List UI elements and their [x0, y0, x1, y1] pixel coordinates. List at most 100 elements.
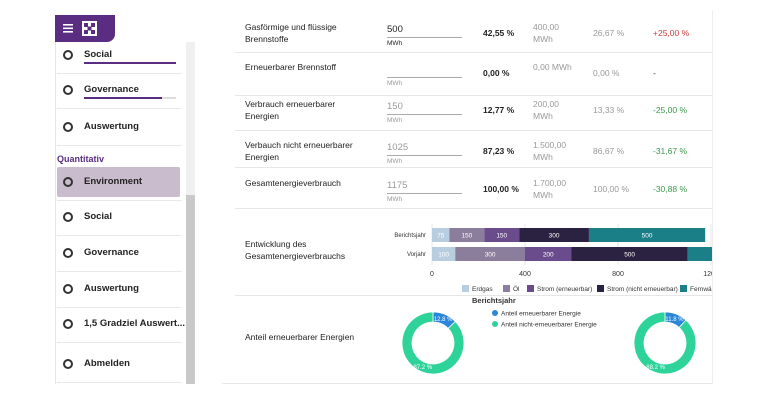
- change: +25,00 %: [653, 28, 690, 38]
- bar-segment: [455, 247, 525, 261]
- sidebar: [55, 15, 196, 385]
- bar-label: 75: [437, 233, 445, 240]
- bar-label: 600: [752, 252, 763, 259]
- active-bg: [57, 167, 180, 197]
- change: -30,88 %: [653, 184, 688, 194]
- row-divider: [235, 130, 712, 131]
- input-underline: [387, 77, 462, 78]
- legend-dot: [492, 321, 498, 327]
- legend-label: Strom (erneuerbar): [537, 286, 592, 293]
- nav-item[interactable]: Social: [84, 49, 112, 60]
- change: -: [653, 68, 656, 78]
- header-bar: [55, 15, 115, 42]
- bar-segment: [571, 247, 688, 261]
- nav-icon: [63, 212, 73, 222]
- legend-label: Fernwärme: [690, 286, 723, 293]
- header-icons: [63, 21, 97, 36]
- bottom-mask: [0, 384, 767, 400]
- prev-share: 26,67 %: [593, 28, 625, 38]
- x-tick-label: 0: [430, 271, 434, 278]
- input-unit: MWh: [387, 196, 403, 203]
- legend-label: Anteil nicht-erneuerbarer Energie: [501, 322, 597, 329]
- category-label: Berichtsjahr: [394, 233, 426, 239]
- nav-icon: [63, 85, 73, 95]
- input-underline: [387, 37, 462, 38]
- change: -25,00 %: [653, 105, 688, 115]
- bar-segment: [432, 247, 456, 261]
- input-unit: MWh: [387, 117, 403, 124]
- input-unit: MWh: [387, 158, 403, 165]
- legend-label: Anteil erneuerbarer Energie: [501, 311, 581, 318]
- nav-item[interactable]: Abmelden: [84, 358, 130, 369]
- row-label: Erneuerbarer Brennstoff: [245, 62, 337, 72]
- divider: [57, 108, 182, 109]
- x-tick-label: 400: [519, 271, 531, 278]
- row-divider: [235, 167, 712, 168]
- row-label: Gesamtenergieverbrauch: [245, 178, 341, 188]
- bar-segment: [588, 228, 706, 242]
- share: 100,00 %: [483, 184, 519, 194]
- x-tick-label: 1200: [703, 271, 719, 278]
- nav-icon: [63, 122, 73, 132]
- x-tick-label: 800: [612, 271, 624, 278]
- content-card: [222, 10, 713, 384]
- nav-item[interactable]: Auswertung: [84, 121, 139, 132]
- row-label: Gasförmige und flüssige Brennstoffe: [245, 22, 337, 44]
- donut-slice: [633, 311, 697, 375]
- progress-bar: [84, 62, 176, 64]
- input-value: 500: [387, 24, 403, 35]
- divider: [57, 382, 182, 383]
- bar-segment: [525, 247, 572, 261]
- legend-swatch: [597, 285, 604, 292]
- bar-segment: [432, 228, 450, 242]
- prev-value: 1.700,00 MWh: [533, 178, 567, 200]
- prev-value: 1.500,00 MWh: [533, 140, 567, 162]
- bar-label: 150: [496, 233, 507, 240]
- nav-item[interactable]: Governance: [84, 84, 139, 95]
- nav-icon: [63, 248, 73, 258]
- prev-share: 86,67 %: [593, 146, 625, 156]
- change: -31,67 %: [653, 146, 688, 156]
- prev-share: 0,00 %: [593, 68, 620, 78]
- prev-value: 400,00 MWh: [533, 22, 559, 44]
- divider: [57, 200, 182, 201]
- bar-segment: [519, 228, 589, 242]
- bar-label: 300: [549, 233, 560, 240]
- legend-label: Öl: [513, 285, 520, 293]
- nav-icon: [63, 359, 73, 369]
- legend-swatch: [462, 285, 469, 292]
- nav-item[interactable]: 1,5 Gradziel Auswert...: [84, 318, 186, 329]
- row-divider: [235, 208, 712, 209]
- bar-label: 500: [624, 252, 635, 259]
- row-divider: [235, 295, 712, 296]
- input-value: 1025: [387, 142, 409, 153]
- prev-share: 100,00 %: [593, 184, 629, 194]
- nav-item[interactable]: Auswertung: [84, 283, 139, 294]
- row-divider: [235, 52, 712, 53]
- row-divider: [235, 95, 712, 96]
- bar-label: 300: [485, 252, 496, 259]
- bar-segment: [687, 247, 712, 261]
- donut-slice: [401, 311, 465, 375]
- row-label: Verbauch nicht erneuerbarer Energien: [245, 140, 353, 162]
- legend-swatch: [527, 285, 534, 292]
- input-underline: [387, 193, 462, 194]
- row-label: Verbrauch erneuerbarer Energien: [245, 99, 336, 121]
- legend-dot: [492, 310, 498, 316]
- nav-item[interactable]: Governance: [84, 247, 139, 258]
- input-underline: [387, 155, 462, 156]
- nav-item[interactable]: Environment: [84, 176, 143, 187]
- share: 12,77 %: [483, 105, 515, 115]
- bar-segment: [449, 228, 485, 242]
- nav-icon: [63, 50, 73, 60]
- input-value: 150: [387, 101, 403, 112]
- progress-bar: [84, 97, 163, 99]
- divider: [57, 271, 182, 272]
- nav-icon: [63, 177, 73, 187]
- legend-swatch: [503, 285, 510, 292]
- nav-item[interactable]: Social: [84, 211, 112, 222]
- scrollbar-thumb[interactable]: [186, 195, 195, 385]
- slice-label: 12.8 %: [434, 317, 453, 323]
- divider: [57, 235, 182, 236]
